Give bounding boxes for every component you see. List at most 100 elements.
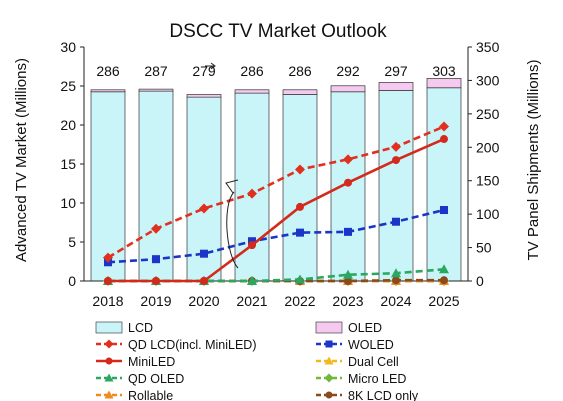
point-qd-lcd-incl-miniled — [295, 164, 305, 175]
y2-tick-label: 150 — [476, 173, 500, 189]
legend-swatch — [315, 321, 343, 334]
legend-item-lcd: LCD — [95, 321, 153, 335]
y2-tick-label: 300 — [476, 72, 500, 88]
total-label: 286 — [96, 63, 120, 79]
legend-item-qd-lcd-incl-miniled: QD LCD(incl. MiniLED) — [96, 338, 257, 352]
bar-lcd-2025 — [426, 87, 462, 282]
x-tick-label: 2019 — [140, 293, 171, 309]
y-axis-right-label: TV Panel Shipments (Millions) — [525, 60, 542, 261]
point-qd-oled — [439, 264, 449, 274]
legend-label: Rollable — [128, 389, 173, 401]
point-qd-oled — [391, 268, 401, 278]
bar-lcd-2019 — [138, 90, 174, 282]
point-woled — [344, 227, 352, 236]
bars-layer — [90, 78, 462, 282]
bar-oled-2025 — [426, 78, 462, 89]
legend-item-qd-oled: QD OLED — [96, 372, 184, 386]
legend-item-woled: WOLED — [316, 338, 394, 352]
point-qd-lcd-incl-miniled — [391, 141, 401, 152]
point-8k-lcd-only — [392, 276, 400, 285]
point-qd-oled — [247, 276, 257, 285]
line-qd-lcd-incl-miniled — [107, 125, 445, 259]
legend-label: QD LCD(incl. MiniLED) — [128, 338, 257, 352]
legend-label: WOLED — [348, 338, 394, 352]
bar-oled-2022 — [282, 89, 318, 95]
x-tick-label: 2018 — [92, 293, 123, 309]
point-qd-lcd-incl-miniled — [103, 252, 113, 263]
point-miniled — [200, 277, 208, 285]
legend-label: QD OLED — [128, 372, 184, 386]
legend-item-8k-lcd-only: 8K LCD only — [316, 389, 419, 401]
y-tick-label: 10 — [60, 195, 76, 211]
bar-oled-2019 — [138, 88, 174, 92]
legend-label: LCD — [128, 321, 153, 335]
bar-lcd-2022 — [282, 94, 318, 282]
bar-oled-2021 — [234, 89, 270, 94]
bar-lcd-2024 — [378, 90, 414, 282]
legend-marker — [324, 356, 334, 365]
legend-label: OLED — [348, 321, 382, 335]
legend-label: MiniLED — [128, 355, 175, 369]
y2-tick-label: 350 — [476, 39, 500, 55]
line-miniled — [108, 137, 445, 283]
point-miniled — [296, 202, 304, 211]
y2-tick-label: 50 — [476, 240, 492, 256]
legend-label: Micro LED — [348, 372, 406, 386]
legend-marker — [104, 390, 114, 399]
x-tick-label: 2025 — [428, 293, 459, 309]
bar-oled-2020 — [186, 94, 222, 98]
total-label: 279 — [192, 63, 216, 79]
chart-title: DSCC TV Market Outlook — [169, 21, 387, 42]
legend: LCD OLED QD LCD(incl. MiniLED) WOLED MiniLED… — [95, 321, 419, 401]
y2-tick-label: 250 — [476, 106, 500, 122]
legend-marker — [104, 373, 114, 382]
bar-oled-2024 — [378, 82, 414, 91]
point-qd-lcd-incl-miniled — [247, 188, 257, 199]
total-label: 286 — [240, 63, 264, 79]
point-woled — [200, 249, 208, 258]
labels-layer: 286 287 279 286 286 292 297 303 — [96, 62, 456, 269]
point-woled — [440, 206, 448, 215]
x-tick-label: 2021 — [236, 293, 267, 309]
y-tick-label: 30 — [60, 39, 76, 55]
point-qd-oled — [343, 269, 353, 279]
legend-label: Dual Cell — [348, 355, 399, 369]
point-miniled — [344, 178, 352, 187]
legend-marker — [105, 357, 113, 365]
point-qd-lcd-incl-miniled — [151, 223, 161, 234]
bar-oled-2023 — [330, 85, 366, 93]
point-woled — [296, 228, 304, 237]
legend-item-rollable: Rollable — [96, 389, 173, 401]
y2-tick-label: 200 — [476, 139, 500, 155]
y-axis-left-label: Advanced TV Market (Millions) — [13, 58, 30, 262]
point-qd-lcd-incl-miniled — [343, 154, 353, 165]
point-miniled — [248, 241, 256, 250]
x-tick-label: 2023 — [332, 293, 363, 309]
y-tick-label: 15 — [60, 156, 76, 172]
x-tick-label: 2024 — [380, 293, 411, 309]
point-miniled — [392, 156, 400, 165]
point-qd-oled — [295, 274, 305, 284]
y2-tick-label: 100 — [476, 206, 500, 222]
point-8k-lcd-only — [344, 277, 352, 285]
total-label: 286 — [288, 63, 312, 79]
legend-swatch — [95, 321, 123, 334]
point-qd-lcd-incl-miniled — [199, 203, 209, 214]
y-tick-label: 0 — [68, 273, 76, 289]
point-8k-lcd-only — [440, 276, 448, 285]
legend-marker — [325, 340, 333, 348]
total-label: 287 — [144, 63, 168, 79]
left-axis-indicator-arrowhead — [225, 179, 239, 194]
point-woled — [392, 217, 400, 226]
total-label: 297 — [384, 63, 408, 79]
right-axis-indicator-arrowhead — [210, 62, 216, 70]
y-tick-label: 5 — [68, 234, 76, 250]
legend-item-miniled: MiniLED — [96, 355, 175, 369]
total-label: 292 — [336, 63, 360, 79]
point-woled — [152, 255, 160, 264]
bar-oled-2018 — [90, 89, 126, 93]
legend-item-micro-led: Micro LED — [316, 372, 406, 386]
point-miniled — [152, 277, 160, 285]
